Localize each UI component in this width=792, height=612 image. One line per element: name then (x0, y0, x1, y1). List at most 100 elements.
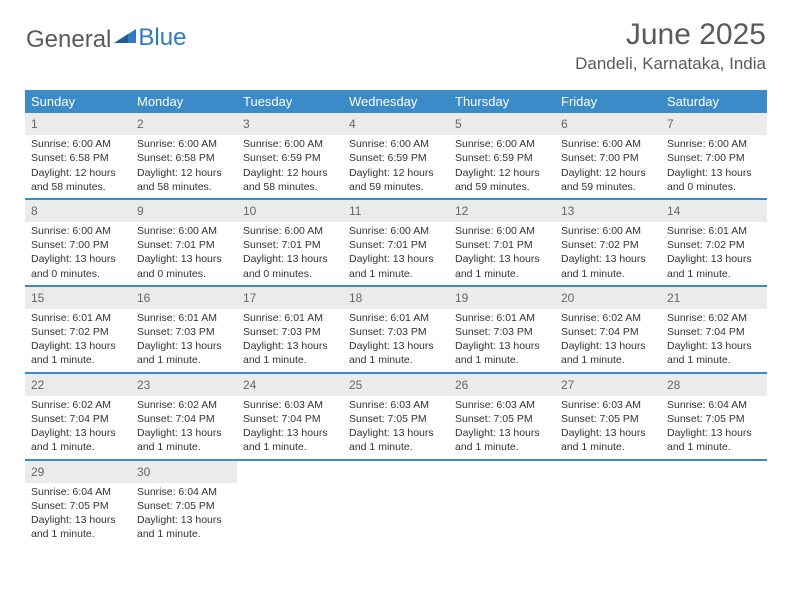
daylight-line: Daylight: 12 hours and 59 minutes. (349, 166, 443, 194)
daylight-line: Daylight: 13 hours and 1 minute. (243, 339, 337, 367)
sunrise-line: Sunrise: 6:00 AM (243, 224, 337, 238)
daylight-line: Daylight: 13 hours and 1 minute. (31, 426, 125, 454)
day-number: 9 (131, 200, 237, 222)
day-number: 26 (449, 374, 555, 396)
sunrise-line: Sunrise: 6:00 AM (455, 224, 549, 238)
day-number: 15 (25, 287, 131, 309)
week-row: 29Sunrise: 6:04 AMSunset: 7:05 PMDayligh… (25, 459, 767, 546)
day-body: Sunrise: 6:03 AMSunset: 7:05 PMDaylight:… (555, 396, 661, 459)
day-22: 22Sunrise: 6:02 AMSunset: 7:04 PMDayligh… (25, 374, 131, 459)
sunset-line: Sunset: 7:03 PM (349, 325, 443, 339)
month-title: June 2025 (575, 18, 766, 52)
weekday-header: SundayMondayTuesdayWednesdayThursdayFrid… (25, 90, 767, 113)
sunset-line: Sunset: 6:59 PM (243, 151, 337, 165)
daylight-line: Daylight: 13 hours and 1 minute. (667, 252, 761, 280)
sunrise-line: Sunrise: 6:03 AM (561, 398, 655, 412)
day-2: 2Sunrise: 6:00 AMSunset: 6:58 PMDaylight… (131, 113, 237, 198)
sunrise-line: Sunrise: 6:04 AM (667, 398, 761, 412)
weekday-thursday: Thursday (449, 90, 555, 113)
day-19: 19Sunrise: 6:01 AMSunset: 7:03 PMDayligh… (449, 287, 555, 372)
day-4: 4Sunrise: 6:00 AMSunset: 6:59 PMDaylight… (343, 113, 449, 198)
day-body: Sunrise: 6:03 AMSunset: 7:05 PMDaylight:… (343, 396, 449, 459)
day-24: 24Sunrise: 6:03 AMSunset: 7:04 PMDayligh… (237, 374, 343, 459)
day-23: 23Sunrise: 6:02 AMSunset: 7:04 PMDayligh… (131, 374, 237, 459)
sunrise-line: Sunrise: 6:00 AM (561, 137, 655, 151)
day-15: 15Sunrise: 6:01 AMSunset: 7:02 PMDayligh… (25, 287, 131, 372)
day-body: Sunrise: 6:00 AMSunset: 7:01 PMDaylight:… (131, 222, 237, 285)
day-body: Sunrise: 6:02 AMSunset: 7:04 PMDaylight:… (661, 309, 767, 372)
day-empty (449, 461, 555, 546)
day-number: 25 (343, 374, 449, 396)
day-body: Sunrise: 6:00 AMSunset: 7:01 PMDaylight:… (343, 222, 449, 285)
day-number: 4 (343, 113, 449, 135)
day-body: Sunrise: 6:01 AMSunset: 7:02 PMDaylight:… (661, 222, 767, 285)
sunset-line: Sunset: 7:03 PM (455, 325, 549, 339)
sunrise-line: Sunrise: 6:03 AM (243, 398, 337, 412)
daylight-line: Daylight: 13 hours and 1 minute. (561, 252, 655, 280)
day-body: Sunrise: 6:03 AMSunset: 7:04 PMDaylight:… (237, 396, 343, 459)
daylight-line: Daylight: 13 hours and 1 minute. (349, 339, 443, 367)
daylight-line: Daylight: 13 hours and 1 minute. (455, 252, 549, 280)
sunset-line: Sunset: 7:05 PM (137, 499, 231, 513)
day-3: 3Sunrise: 6:00 AMSunset: 6:59 PMDaylight… (237, 113, 343, 198)
day-28: 28Sunrise: 6:04 AMSunset: 7:05 PMDayligh… (661, 374, 767, 459)
sunset-line: Sunset: 7:04 PM (667, 325, 761, 339)
day-body: Sunrise: 6:01 AMSunset: 7:03 PMDaylight:… (343, 309, 449, 372)
day-20: 20Sunrise: 6:02 AMSunset: 7:04 PMDayligh… (555, 287, 661, 372)
day-body: Sunrise: 6:00 AMSunset: 6:58 PMDaylight:… (131, 135, 237, 198)
sunset-line: Sunset: 7:00 PM (561, 151, 655, 165)
sunset-line: Sunset: 7:01 PM (137, 238, 231, 252)
sunset-line: Sunset: 7:04 PM (31, 412, 125, 426)
day-21: 21Sunrise: 6:02 AMSunset: 7:04 PMDayligh… (661, 287, 767, 372)
day-empty (555, 461, 661, 546)
daylight-line: Daylight: 12 hours and 59 minutes. (561, 166, 655, 194)
sunrise-line: Sunrise: 6:02 AM (667, 311, 761, 325)
day-number: 13 (555, 200, 661, 222)
sunrise-line: Sunrise: 6:00 AM (137, 137, 231, 151)
sunrise-line: Sunrise: 6:00 AM (667, 137, 761, 151)
location: Dandeli, Karnataka, India (575, 54, 766, 74)
day-1: 1Sunrise: 6:00 AMSunset: 6:58 PMDaylight… (25, 113, 131, 198)
logo-text-general: General (26, 26, 111, 54)
day-14: 14Sunrise: 6:01 AMSunset: 7:02 PMDayligh… (661, 200, 767, 285)
sunset-line: Sunset: 7:02 PM (561, 238, 655, 252)
week-row: 8Sunrise: 6:00 AMSunset: 7:00 PMDaylight… (25, 198, 767, 285)
sunset-line: Sunset: 7:05 PM (561, 412, 655, 426)
day-11: 11Sunrise: 6:00 AMSunset: 7:01 PMDayligh… (343, 200, 449, 285)
daylight-line: Daylight: 13 hours and 1 minute. (667, 339, 761, 367)
day-body: Sunrise: 6:00 AMSunset: 7:00 PMDaylight:… (661, 135, 767, 198)
day-number: 2 (131, 113, 237, 135)
sunset-line: Sunset: 7:05 PM (455, 412, 549, 426)
week-row: 1Sunrise: 6:00 AMSunset: 6:58 PMDaylight… (25, 113, 767, 198)
daylight-line: Daylight: 13 hours and 1 minute. (137, 339, 231, 367)
day-25: 25Sunrise: 6:03 AMSunset: 7:05 PMDayligh… (343, 374, 449, 459)
daylight-line: Daylight: 13 hours and 1 minute. (455, 339, 549, 367)
day-number: 6 (555, 113, 661, 135)
sunrise-line: Sunrise: 6:00 AM (243, 137, 337, 151)
daylight-line: Daylight: 13 hours and 1 minute. (561, 339, 655, 367)
sunrise-line: Sunrise: 6:00 AM (455, 137, 549, 151)
day-body: Sunrise: 6:00 AMSunset: 7:02 PMDaylight:… (555, 222, 661, 285)
day-body: Sunrise: 6:04 AMSunset: 7:05 PMDaylight:… (661, 396, 767, 459)
title-block: June 2025 Dandeli, Karnataka, India (575, 18, 766, 74)
day-29: 29Sunrise: 6:04 AMSunset: 7:05 PMDayligh… (25, 461, 131, 546)
day-number: 3 (237, 113, 343, 135)
day-body: Sunrise: 6:01 AMSunset: 7:03 PMDaylight:… (237, 309, 343, 372)
day-body: Sunrise: 6:00 AMSunset: 6:58 PMDaylight:… (25, 135, 131, 198)
sunrise-line: Sunrise: 6:00 AM (31, 224, 125, 238)
daylight-line: Daylight: 13 hours and 0 minutes. (667, 166, 761, 194)
logo: General Blue (26, 26, 186, 54)
day-number: 29 (25, 461, 131, 483)
sunrise-line: Sunrise: 6:03 AM (455, 398, 549, 412)
daylight-line: Daylight: 12 hours and 58 minutes. (31, 166, 125, 194)
sunset-line: Sunset: 7:05 PM (667, 412, 761, 426)
weekday-friday: Friday (555, 90, 661, 113)
header: General Blue June 2025 Dandeli, Karnatak… (0, 0, 792, 80)
day-number: 30 (131, 461, 237, 483)
day-12: 12Sunrise: 6:00 AMSunset: 7:01 PMDayligh… (449, 200, 555, 285)
sunset-line: Sunset: 7:02 PM (667, 238, 761, 252)
day-number: 18 (343, 287, 449, 309)
sunrise-line: Sunrise: 6:02 AM (137, 398, 231, 412)
sunset-line: Sunset: 6:58 PM (137, 151, 231, 165)
day-26: 26Sunrise: 6:03 AMSunset: 7:05 PMDayligh… (449, 374, 555, 459)
